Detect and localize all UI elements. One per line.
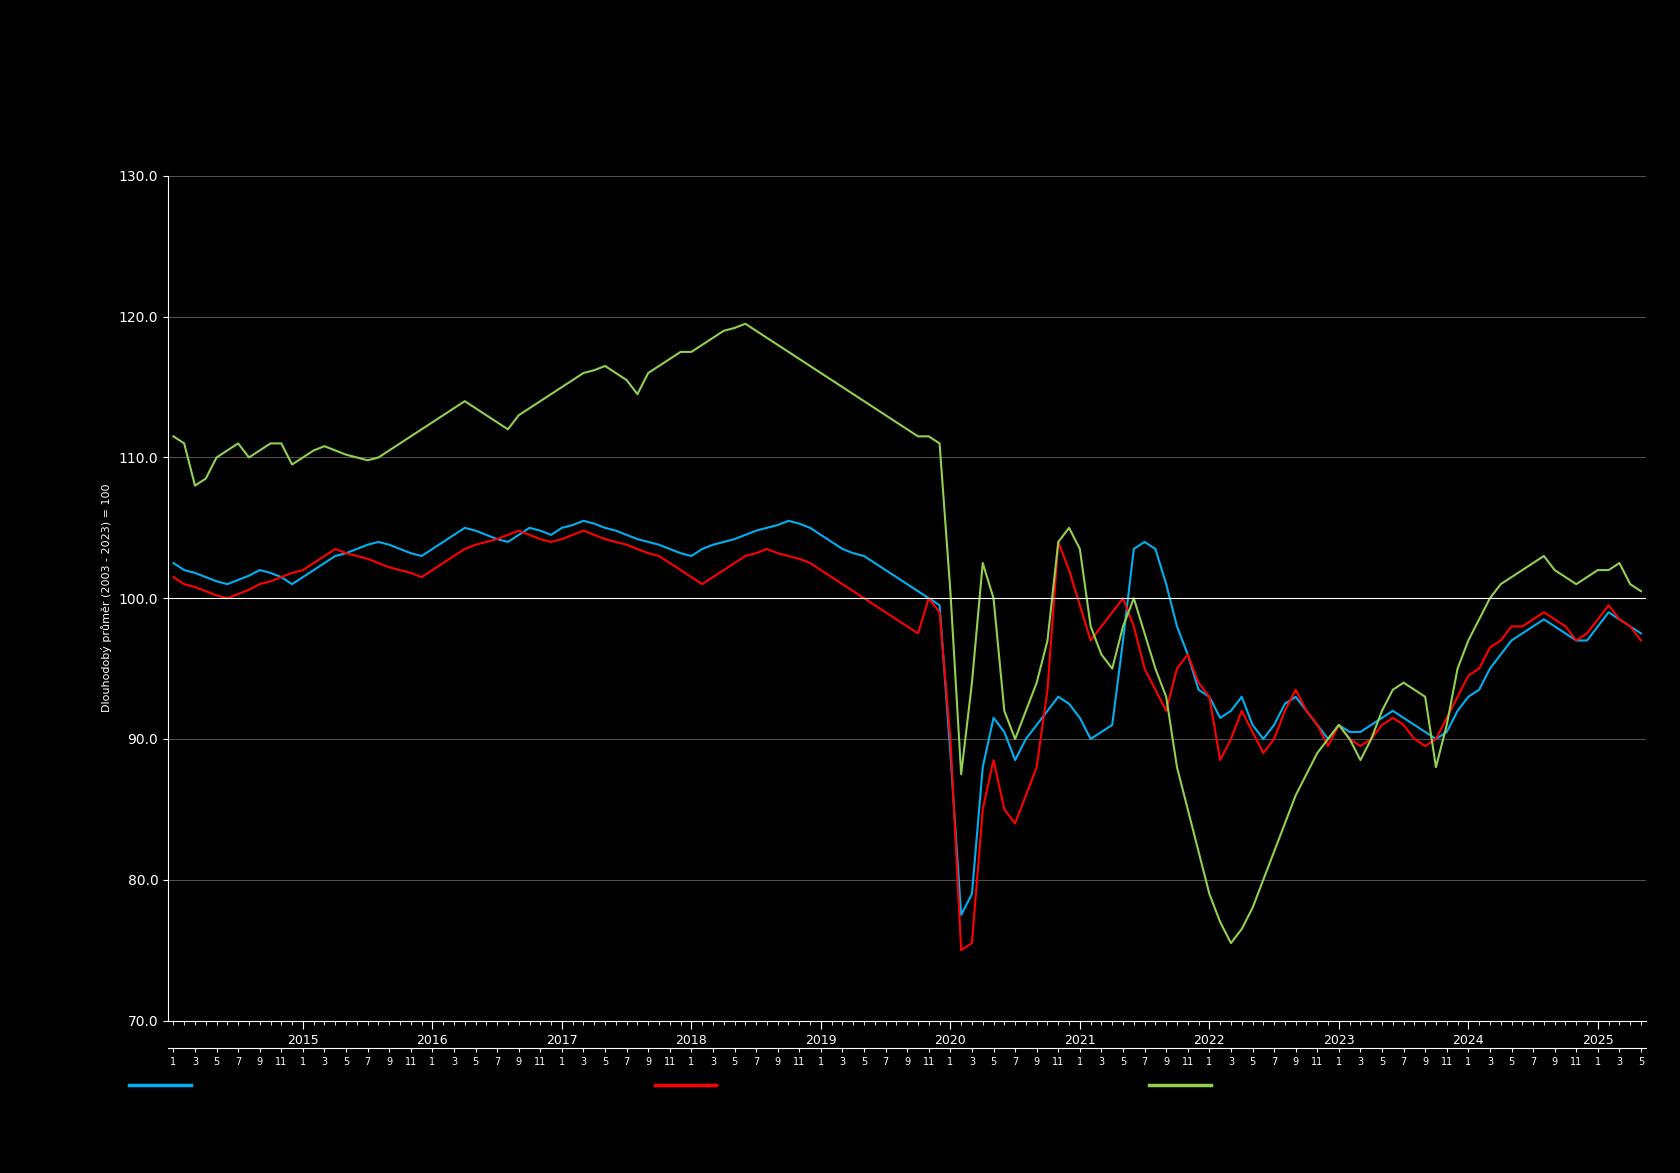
Y-axis label: Dlouhodobý průměr (2003 - 2023) = 100: Dlouhodobý průměr (2003 - 2023) = 100 — [101, 484, 111, 712]
Text: Podnikatelský indikátor: Podnikatelský indikátor — [732, 1070, 897, 1084]
Text: Spotřebitelský indikátor: Spotřebitelský indikátor — [1226, 1070, 1396, 1084]
Text: Souhrnný indikátor: Souhrnný indikátor — [207, 1070, 341, 1084]
Text: Economic sentiment indicator: Economic sentiment indicator — [207, 1101, 393, 1116]
Text: Confidence indicators – base indices, seasonally adjusted: Confidence indicators – base indices, se… — [620, 134, 1060, 148]
Text: Sezónně očištěné indikátory důvěry – bazické indexy: Sezónně očištěné indikátory důvěry – baz… — [549, 83, 1131, 104]
Text: Consumer indicator: Consumer indicator — [1226, 1101, 1349, 1116]
Text: Business indicator: Business indicator — [732, 1101, 845, 1116]
